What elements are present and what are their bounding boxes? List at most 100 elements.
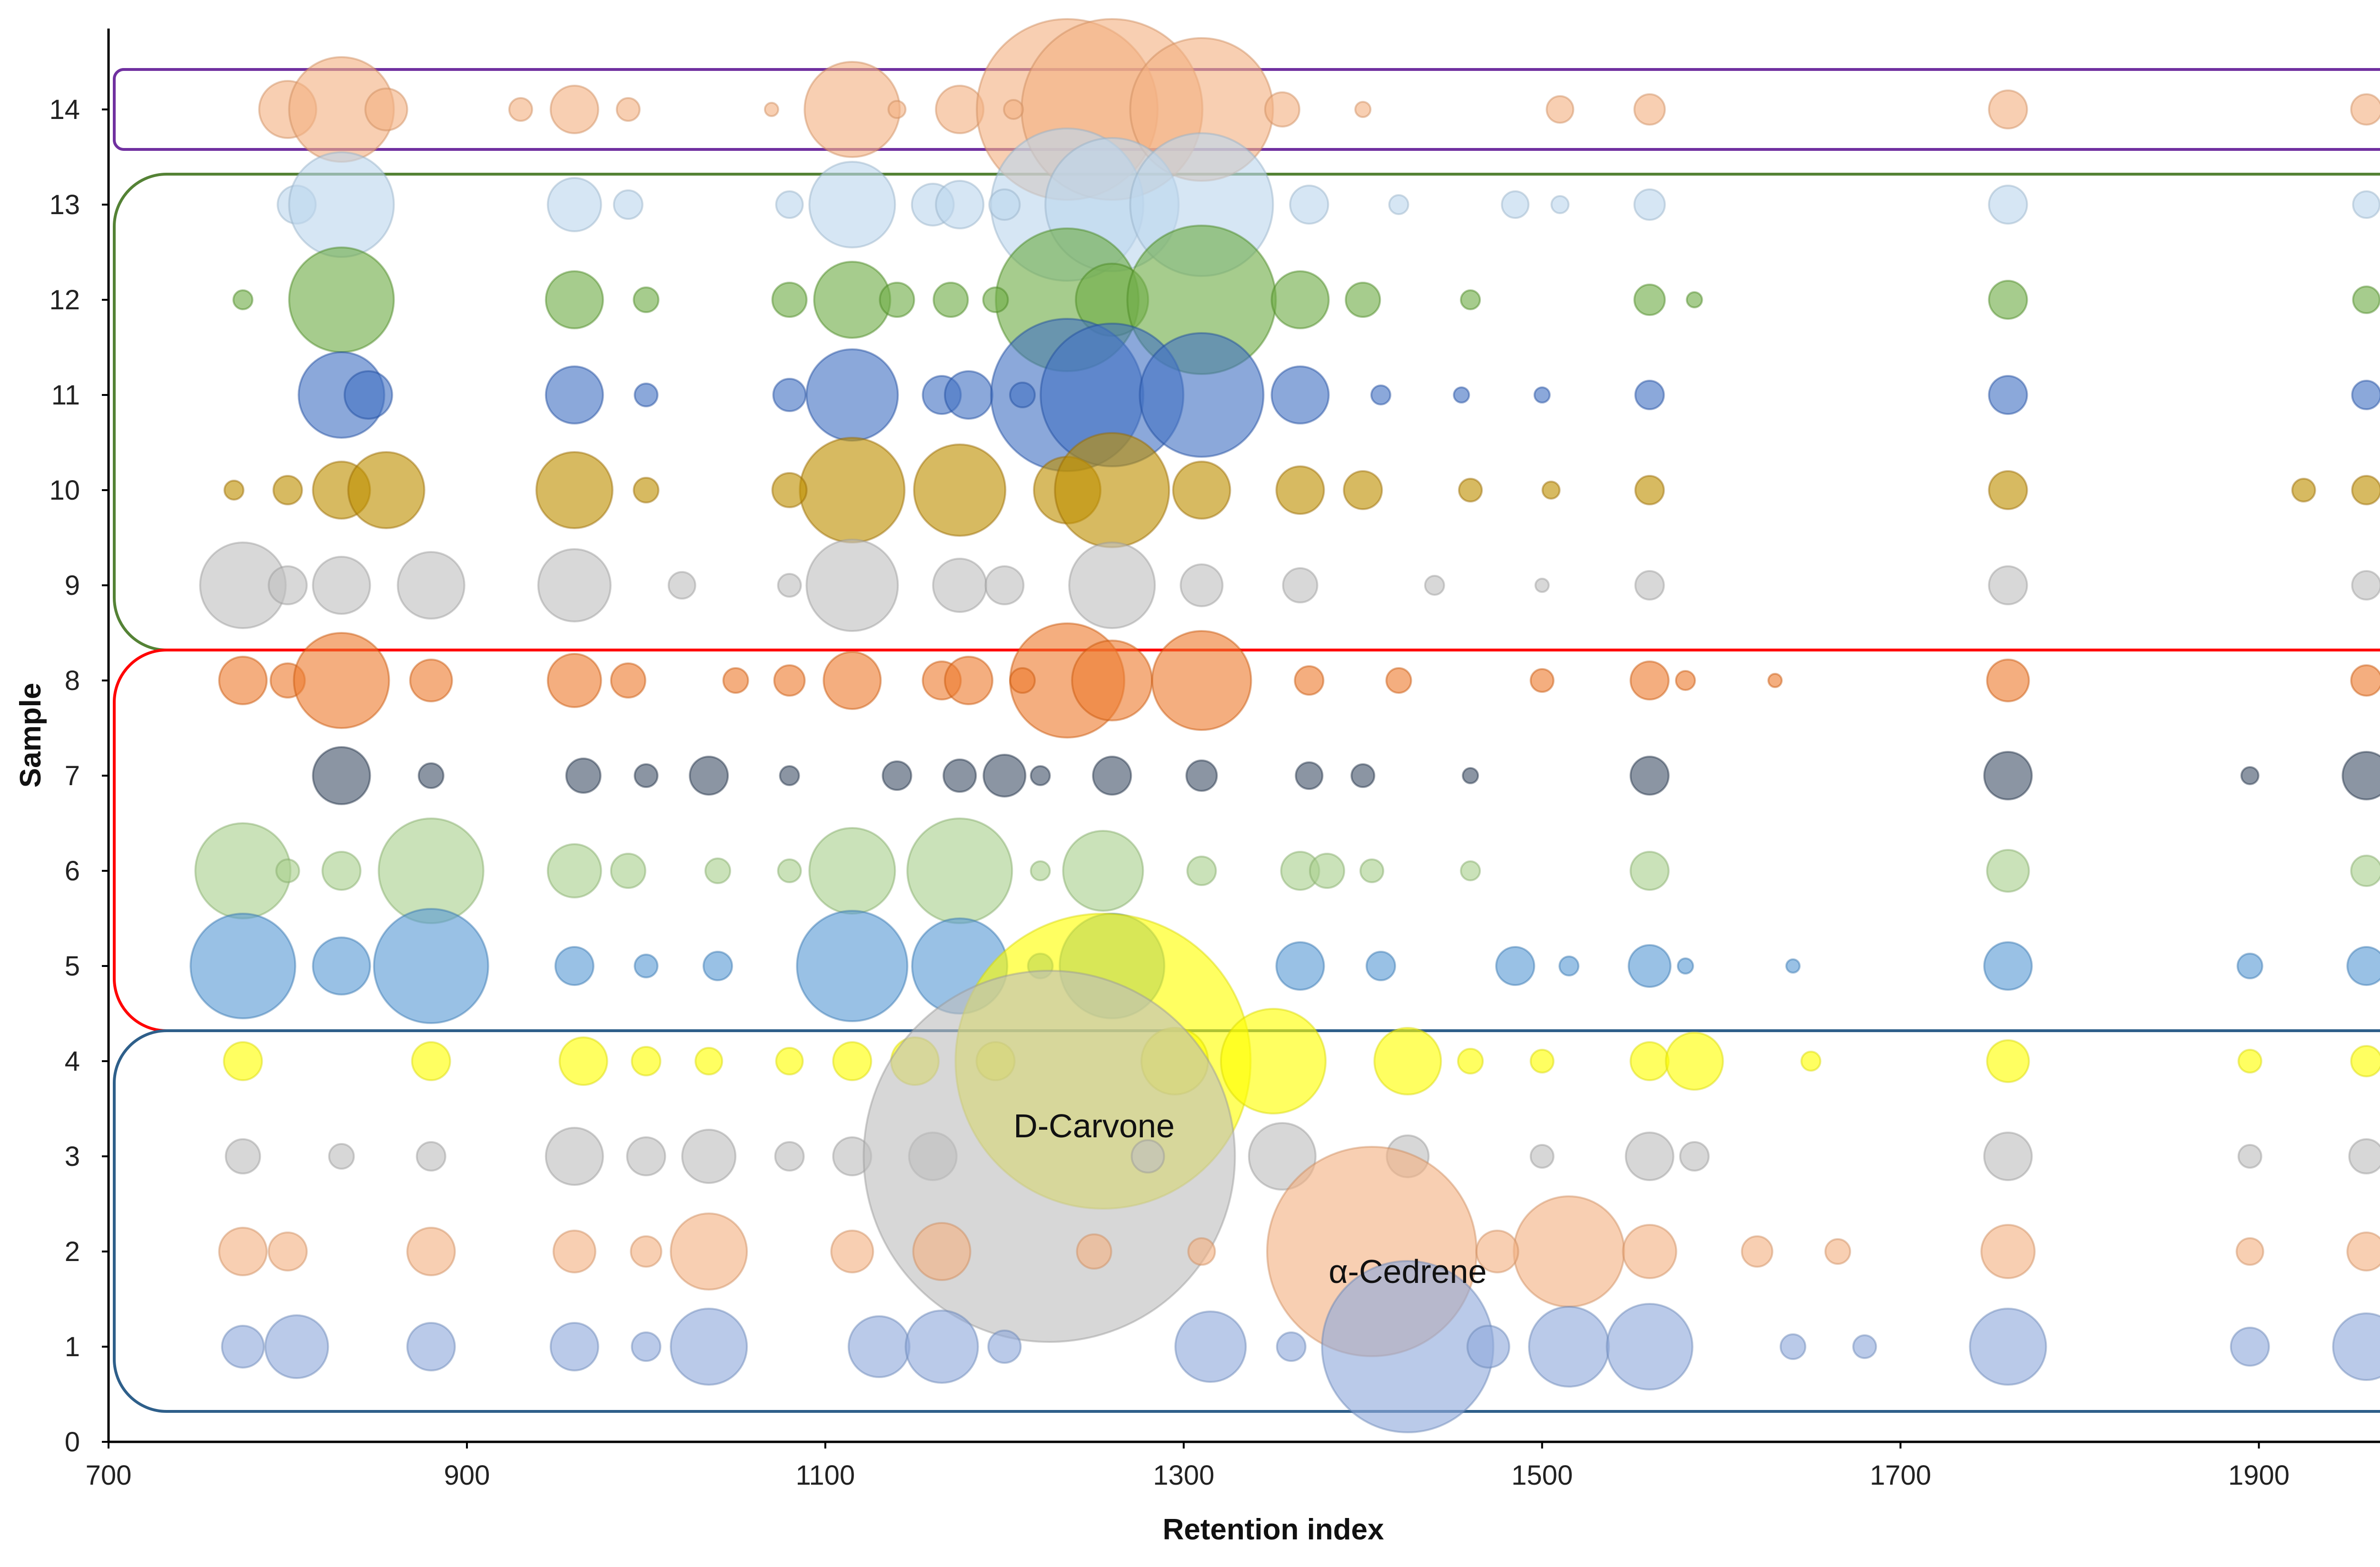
bubble-s2-11 — [1980, 1224, 2036, 1279]
bubble-s7-3 — [634, 763, 659, 788]
bubble-s4-8 — [1220, 1008, 1327, 1114]
bubble-s7-18 — [1462, 767, 1479, 784]
bubble-s12-1 — [288, 246, 395, 353]
bubble-s8-3 — [409, 659, 453, 702]
bubble-s3-3 — [545, 1127, 604, 1186]
bubble-s8-16 — [2350, 664, 2380, 697]
bubble-s9-17 — [1534, 578, 1550, 593]
bubble-s12-5 — [932, 282, 969, 318]
bubble-s11-13 — [772, 378, 807, 412]
annotation-label: α-Cedrene — [1329, 1253, 1487, 1290]
bubble-s1-10 — [1606, 1303, 1694, 1390]
bubble-s4-13 — [2237, 1049, 2262, 1074]
bubble-s6-8 — [1062, 830, 1144, 912]
bubble-s8-11 — [1151, 630, 1252, 731]
bubble-s9-7 — [984, 565, 1025, 605]
bubble-s7-8 — [1092, 756, 1132, 796]
bubble-s7-5 — [882, 760, 912, 791]
bubble-s8-18 — [722, 667, 749, 694]
bubble-s7-2 — [565, 758, 602, 794]
bubble-s12-16 — [982, 286, 1009, 313]
bubble-s13-16 — [988, 188, 1021, 221]
bubble-s4-20 — [1800, 1051, 1822, 1072]
bubble-s1-2 — [406, 1322, 456, 1371]
bubble-s10-17 — [633, 477, 660, 503]
bubble-s14-12 — [1988, 89, 2028, 129]
bubble-s8-22 — [1767, 673, 1783, 688]
y-tick-label: 0 — [65, 1427, 80, 1458]
bubble-s3-9 — [1248, 1122, 1317, 1191]
bubble-s7-4 — [689, 756, 729, 796]
bubble-s14-19 — [1354, 101, 1372, 118]
bubble-s2-5 — [830, 1230, 874, 1273]
bubble-s6-9 — [1186, 856, 1217, 886]
bubble-s13-2 — [546, 177, 602, 232]
bubble-s13-15 — [775, 190, 804, 219]
bubble-s4-18 — [1457, 1048, 1484, 1074]
bubble-s13-18 — [1550, 195, 1570, 214]
bubble-s14-17 — [764, 102, 779, 117]
bubble-s8-21 — [1675, 670, 1696, 691]
bubble-s2-6 — [912, 1222, 972, 1281]
bubble-s1-18 — [1779, 1333, 1806, 1360]
bubble-s7-10 — [1295, 761, 1324, 790]
bubble-s11-15 — [1009, 382, 1036, 408]
bubble-s12-3 — [813, 261, 892, 339]
bubble-s6-17 — [777, 858, 802, 883]
y-tick-label: 4 — [65, 1046, 80, 1077]
bubble-s4-11 — [1665, 1032, 1724, 1091]
bubble-s8-12 — [1294, 665, 1325, 696]
bubble-s12-17 — [1460, 289, 1481, 310]
bubble-s9-15 — [777, 573, 802, 598]
bubble-s5-15 — [634, 954, 659, 978]
bubble-s6-5 — [610, 853, 646, 889]
bubble-s3-17 — [1130, 1139, 1165, 1173]
bubble-s10-14 — [2291, 478, 2316, 503]
bubble-s10-15 — [2351, 475, 2380, 505]
bubble-s14-9 — [1264, 91, 1300, 128]
bubble-s13-12 — [1633, 188, 1666, 221]
bubble-s6-3 — [377, 818, 485, 924]
x-tick-label: 1700 — [1870, 1460, 1931, 1491]
bubble-s5-19 — [1785, 958, 1801, 974]
bubble-s9-6 — [932, 558, 988, 613]
bubble-s9-9 — [1180, 563, 1224, 607]
bubble-s9-4 — [537, 548, 612, 622]
series-sample-1 — [221, 1260, 2380, 1433]
series-sample-5 — [189, 908, 2380, 1024]
group-box-0 — [113, 68, 2380, 151]
bubble-s12-11 — [1633, 284, 1666, 316]
bubble-s2-15 — [1187, 1237, 1216, 1266]
bubble-s4-16 — [775, 1047, 804, 1075]
bubble-s7-6 — [942, 759, 977, 793]
bubble-s10-11 — [1343, 470, 1383, 510]
bubble-s4-14 — [2350, 1045, 2380, 1077]
series-sample-9 — [199, 539, 2380, 632]
bubble-s5-18 — [1676, 957, 1694, 975]
y-axis-title: Sample — [14, 683, 47, 788]
bubble-s4-10 — [1629, 1041, 1670, 1081]
bubble-s2-14 — [630, 1235, 663, 1268]
bubble-s6-19 — [1460, 860, 1481, 881]
y-tick-label: 7 — [65, 760, 80, 791]
x-tick-label: 700 — [86, 1460, 132, 1491]
bubble-s1-3 — [549, 1322, 599, 1371]
bubble-s11-11 — [1988, 375, 2028, 415]
bubble-s1-0 — [221, 1325, 265, 1369]
bubble-s5-3 — [554, 946, 595, 986]
bubble-s9-2 — [312, 556, 371, 615]
bubble-s5-17 — [1558, 956, 1580, 976]
bubble-s7-7 — [982, 754, 1027, 798]
series-sample-7 — [312, 746, 2380, 805]
bubble-s8-20 — [1529, 668, 1555, 693]
y-tick-label: 6 — [65, 856, 80, 887]
bubble-s4-2 — [558, 1036, 608, 1086]
bubble-s4-12 — [1986, 1039, 2030, 1083]
bubble-s8-4 — [546, 653, 602, 708]
series-sample-12 — [232, 225, 2380, 375]
bubble-s3-18 — [1529, 1144, 1555, 1169]
bubble-s9-13 — [2351, 570, 2380, 601]
bubble-s14-16 — [508, 97, 533, 122]
bubble-s10-6 — [913, 443, 1007, 537]
